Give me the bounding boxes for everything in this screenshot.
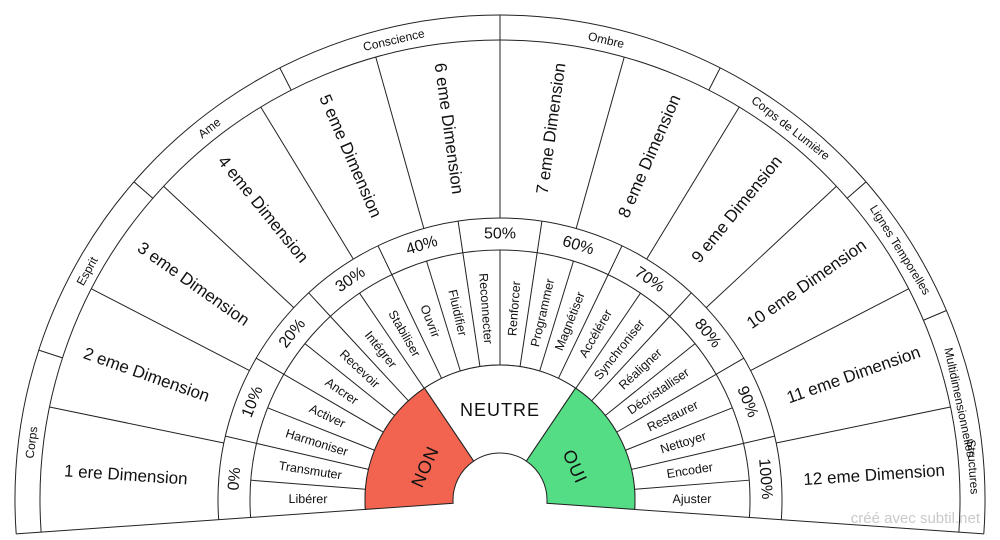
outer-label: Lignes Temporelles	[867, 202, 934, 297]
action-divider	[256, 442, 369, 470]
percentage-divider	[457, 221, 464, 253]
dimension-label: 12 eme Dimension	[803, 461, 946, 489]
ring-arc-2	[217, 217, 783, 520]
dimension-label: 4 eme Dimension	[214, 152, 312, 267]
action-divider	[539, 260, 574, 372]
percentage-label: 60%	[560, 233, 596, 259]
percentage-label: 100%	[755, 458, 775, 500]
percentage-divider	[308, 292, 331, 317]
dimension-label: 5 eme Dimension	[315, 92, 385, 221]
action-label: Ajuster	[673, 492, 712, 506]
percentage-label: 20%	[276, 316, 309, 352]
action-divider	[359, 292, 425, 389]
action-label: Fluidifier	[445, 288, 469, 337]
ring-edge-right	[634, 508, 984, 535]
action-divider	[519, 252, 538, 367]
oui-sector[interactable]	[525, 387, 636, 510]
action-divider	[634, 479, 750, 490]
action-divider	[267, 407, 375, 451]
action-divider	[462, 252, 481, 367]
percentage-label: 50%	[484, 226, 516, 243]
action-label: Libérer	[289, 492, 328, 506]
action-divider	[557, 274, 609, 379]
dimension-label: 7 eme Dimension	[533, 62, 570, 196]
dimension-divider	[91, 288, 250, 371]
dimension-divider	[163, 185, 295, 309]
outer-divider	[923, 310, 947, 321]
dimension-divider	[705, 185, 837, 309]
dimension-label: 3 eme Dimension	[134, 238, 253, 330]
percentage-divider	[225, 435, 257, 444]
action-divider	[426, 260, 461, 372]
dimension-divider	[375, 56, 425, 229]
action-label: Ouvrir	[417, 303, 442, 340]
action-divider	[605, 343, 696, 416]
action-divider	[575, 292, 641, 389]
percentage-divider	[536, 221, 543, 253]
dimension-label: 11 eme Dimension	[784, 342, 923, 407]
action-divider	[625, 407, 733, 451]
action-divider	[391, 274, 443, 379]
action-label: Ancrer	[323, 375, 361, 407]
outer-divider	[846, 181, 867, 199]
dimension-divider	[575, 56, 625, 229]
outer-divider	[133, 181, 154, 199]
outer-label: Corps de Lumière	[749, 93, 833, 163]
dimension-divider	[750, 288, 909, 371]
percentage-divider	[669, 292, 692, 317]
action-label: Reconnecter	[476, 273, 495, 345]
percentage-label: 10%	[239, 384, 267, 420]
action-divider	[330, 316, 409, 402]
action-label: Transmuter	[278, 459, 343, 483]
dimension-divider	[260, 106, 354, 260]
outer-divider	[38, 349, 63, 359]
outer-label: Structures	[964, 439, 982, 495]
percentage-label: 40%	[404, 233, 440, 259]
action-label: Nettoyer	[659, 429, 708, 456]
percentage-label: 80%	[691, 316, 724, 352]
dimension-label: 10 eme Dimension	[743, 235, 870, 332]
action-divider	[250, 479, 366, 490]
outer-label: Esprit	[74, 254, 101, 288]
action-label: Harmoniser	[284, 426, 350, 459]
action-divider	[591, 316, 670, 402]
action-divider	[304, 343, 395, 416]
credit-text: créé avec subtil.net	[850, 510, 980, 527]
dimension-label: 6 eme Dimension	[430, 62, 467, 196]
action-divider	[283, 373, 384, 433]
non-sector[interactable]	[364, 387, 475, 510]
action-label: Renforcer	[505, 281, 523, 337]
dimension-divider	[646, 106, 740, 260]
percentage-divider	[255, 357, 285, 375]
dimension-divider	[49, 406, 224, 444]
neutre-label: NEUTRE	[460, 400, 540, 420]
percentage-label: 90%	[733, 384, 761, 420]
outer-divider	[708, 67, 721, 91]
neutre-sector[interactable]	[423, 364, 577, 462]
percentage-divider	[743, 435, 775, 444]
percentage-divider	[607, 245, 623, 275]
dimension-label: 9 eme Dimension	[688, 152, 786, 267]
dimension-label: 8 eme Dimension	[614, 92, 684, 221]
action-divider	[616, 373, 717, 433]
ring-edge-left	[16, 508, 366, 535]
outer-divider	[279, 67, 292, 91]
outer-label: Ombre	[587, 29, 626, 51]
dimension-divider	[776, 406, 951, 444]
percentage-divider	[377, 245, 393, 275]
action-label: Programmer	[528, 277, 557, 348]
outer-label: Corps	[23, 426, 41, 459]
outer-label: Conscience	[362, 26, 427, 54]
action-label: Encoder	[666, 460, 714, 481]
action-divider	[631, 442, 744, 470]
action-label: Intégrer	[362, 328, 400, 370]
percentage-label: 0%	[225, 467, 244, 491]
dimension-label: 1 ere Dimension	[63, 461, 188, 488]
dimension-label: 2 eme Dimension	[81, 344, 212, 406]
percentage-divider	[715, 357, 745, 375]
